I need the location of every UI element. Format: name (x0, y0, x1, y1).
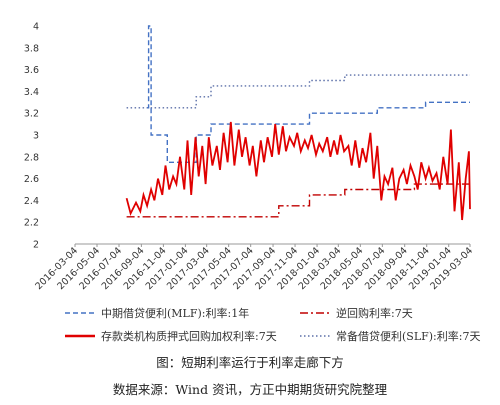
y-tick-label: 2 (33, 240, 39, 251)
series-line-0 (147, 25, 470, 164)
y-tick-label: 2.8 (24, 152, 39, 163)
y-axis-ticks: 2 2.2 2.4 2.6 2.8 3 3.2 3.4 3.6 3.8 4 (24, 22, 39, 251)
figure-caption: 图：短期利率运行于利率走廊下方 (156, 355, 344, 370)
y-tick-label: 2.6 (24, 174, 39, 185)
series-line-3 (126, 74, 470, 109)
series-line-2 (125, 121, 471, 221)
series-layer (125, 25, 471, 221)
x-axis-ticks: 2016-03-042016-05-042016-07-042016-09-04… (33, 244, 475, 292)
source-caption: 数据来源：Wind 资讯，方正中期期货研究院整理 (112, 382, 388, 397)
y-tick-label: 2.2 (24, 218, 39, 229)
y-tick-label: 3.6 (24, 65, 39, 76)
y-tick-label: 3.2 (24, 109, 39, 120)
legend-label-2: 存款类机构质押式回购加权利率:7天 (101, 329, 277, 343)
legend-label-3: 常备借贷便利(SLF):利率:7天 (336, 329, 480, 343)
legend: 中期借贷便利(MLF):利率:1年 逆回购利率:7天存款类机构质押式回购加权利率:… (65, 306, 480, 343)
series-line-1 (126, 183, 470, 218)
y-tick-label: 4 (33, 22, 39, 33)
legend-label-1: 逆回购利率:7天 (336, 306, 413, 320)
y-tick-label: 3 (33, 131, 39, 142)
y-tick-label: 3.4 (24, 87, 39, 98)
y-tick-label: 3.8 (24, 43, 39, 54)
legend-label-0: 中期借贷便利(MLF):利率:1年 (101, 306, 249, 320)
y-tick-label: 2.4 (24, 196, 39, 207)
